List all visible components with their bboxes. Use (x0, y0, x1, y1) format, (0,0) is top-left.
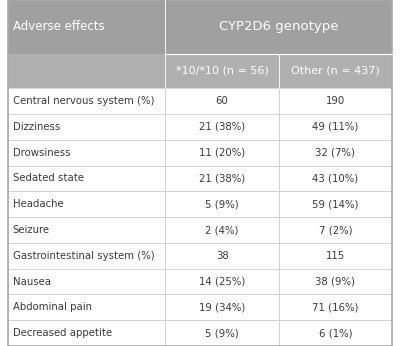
Text: 60: 60 (216, 96, 228, 106)
Text: Nausea: Nausea (13, 276, 51, 286)
Bar (279, 140, 392, 166)
Bar (279, 294, 392, 320)
Bar (279, 114, 392, 140)
Text: 32 (7%): 32 (7%) (315, 148, 355, 158)
Bar (166, 166, 279, 191)
Text: Dizziness: Dizziness (13, 122, 60, 132)
Text: 5 (9%): 5 (9%) (205, 328, 239, 338)
Bar (8, 217, 166, 243)
Bar (166, 269, 279, 294)
Text: 11 (20%): 11 (20%) (199, 148, 245, 158)
Bar (166, 54, 279, 88)
Text: Decreased appetite: Decreased appetite (13, 328, 112, 338)
Bar (279, 217, 392, 243)
Bar (279, 243, 392, 269)
Bar (8, 54, 166, 88)
Text: 59 (14%): 59 (14%) (312, 199, 359, 209)
Text: Seizure: Seizure (13, 225, 50, 235)
Text: 38 (9%): 38 (9%) (315, 276, 355, 286)
Bar (166, 191, 279, 217)
Bar (279, 320, 392, 346)
Text: 5 (9%): 5 (9%) (205, 199, 239, 209)
Text: Gastrointestinal system (%): Gastrointestinal system (%) (13, 251, 154, 261)
Text: Sedated state: Sedated state (13, 173, 84, 183)
Bar (166, 88, 279, 114)
Text: Headache: Headache (13, 199, 64, 209)
Text: Adverse effects: Adverse effects (13, 20, 104, 33)
Bar (8, 191, 166, 217)
Bar (166, 243, 279, 269)
Bar (8, 166, 166, 191)
Bar (166, 320, 279, 346)
Bar (279, 191, 392, 217)
Text: 38: 38 (216, 251, 228, 261)
Bar (8, 269, 166, 294)
Bar (279, 269, 392, 294)
Text: Other (n = 437): Other (n = 437) (291, 66, 380, 76)
Bar (166, 217, 279, 243)
Text: 71 (16%): 71 (16%) (312, 302, 359, 312)
Bar (8, 243, 166, 269)
Bar (279, 54, 392, 88)
Text: Drowsiness: Drowsiness (13, 148, 70, 158)
Text: 43 (10%): 43 (10%) (312, 173, 358, 183)
Text: 115: 115 (326, 251, 345, 261)
Bar (279, 166, 392, 191)
Text: 14 (25%): 14 (25%) (199, 276, 245, 286)
Bar (8, 320, 166, 346)
Bar (279, 88, 392, 114)
Bar (8, 0, 392, 54)
Text: 21 (38%): 21 (38%) (199, 173, 245, 183)
Text: 19 (34%): 19 (34%) (199, 302, 245, 312)
Text: *10/*10 (n = 56): *10/*10 (n = 56) (176, 66, 268, 76)
Bar (8, 294, 166, 320)
Bar (166, 140, 279, 166)
Bar (8, 88, 166, 114)
Text: 190: 190 (326, 96, 345, 106)
Text: Central nervous system (%): Central nervous system (%) (13, 96, 154, 106)
Text: 7 (2%): 7 (2%) (318, 225, 352, 235)
Text: 21 (38%): 21 (38%) (199, 122, 245, 132)
Text: 2 (4%): 2 (4%) (205, 225, 239, 235)
Bar (8, 140, 166, 166)
Text: Abdominal pain: Abdominal pain (13, 302, 92, 312)
Text: CYP2D6 genotype: CYP2D6 genotype (219, 20, 338, 33)
Text: 6 (1%): 6 (1%) (318, 328, 352, 338)
Bar (166, 294, 279, 320)
Text: 49 (11%): 49 (11%) (312, 122, 358, 132)
Bar (8, 114, 166, 140)
Bar (166, 114, 279, 140)
